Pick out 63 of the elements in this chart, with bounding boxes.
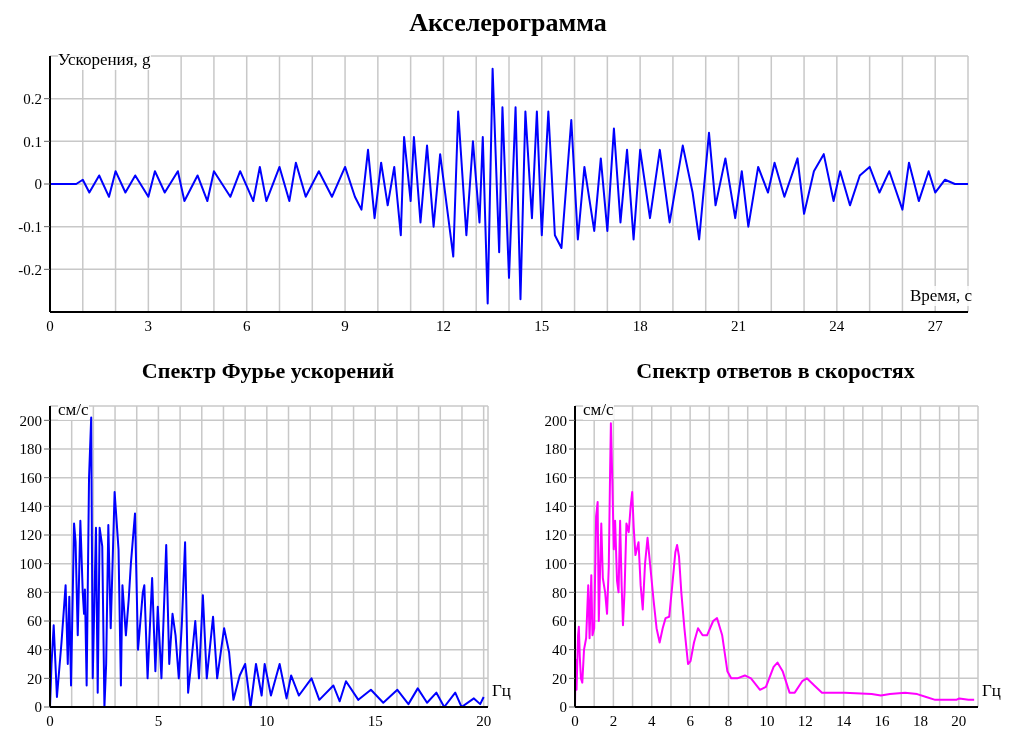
y-tick-label: 0.2 bbox=[23, 90, 42, 107]
x-tick-label: 16 bbox=[874, 712, 891, 729]
y-tick-label: 20 bbox=[552, 670, 567, 687]
x-tick-label: 4 bbox=[648, 712, 657, 729]
x-tick-label: 20 bbox=[951, 712, 967, 729]
y-tick-label: 60 bbox=[27, 613, 42, 630]
x-tick-label: 12 bbox=[435, 317, 451, 334]
y-tick-label: 40 bbox=[27, 641, 42, 658]
y-tick-label: 160 bbox=[544, 469, 567, 486]
x-tick-label: 8 bbox=[724, 712, 733, 729]
x-tick-label: 0 bbox=[46, 712, 54, 729]
y-tick-label: 40 bbox=[552, 641, 567, 658]
x-tick-label: 21 bbox=[731, 317, 746, 334]
x-axis-title: Время, с bbox=[909, 286, 972, 306]
x-tick-label: 6 bbox=[242, 317, 251, 334]
y-tick-label: -0.2 bbox=[18, 261, 42, 278]
y-axis-title: см/с bbox=[58, 400, 89, 420]
y-tick-label: 120 bbox=[544, 527, 567, 544]
x-tick-label: 12 bbox=[797, 712, 813, 729]
y-tick-label: -0.1 bbox=[18, 218, 42, 235]
y-tick-label: 100 bbox=[19, 555, 42, 572]
y-tick-label: 20 bbox=[27, 670, 42, 687]
y-tick-label: 0 bbox=[559, 699, 567, 716]
chart-title: Спектр ответов в скоростях bbox=[635, 358, 916, 385]
y-tick-label: 140 bbox=[544, 498, 567, 515]
x-axis-title: Гц bbox=[492, 681, 511, 701]
x-tick-label: 14 bbox=[836, 712, 852, 729]
x-tick-label: 0 bbox=[571, 712, 579, 729]
x-tick-label: 18 bbox=[632, 317, 648, 334]
y-tick-label: 120 bbox=[19, 527, 42, 544]
x-tick-label: 2 bbox=[609, 712, 618, 729]
y-tick-label: 0 bbox=[34, 176, 42, 193]
y-tick-label: 200 bbox=[544, 412, 567, 429]
y-tick-label: 140 bbox=[19, 498, 42, 515]
y-tick-label: 0.1 bbox=[23, 133, 42, 150]
x-tick-label: 0 bbox=[46, 317, 54, 334]
y-axis-title: см/с bbox=[583, 400, 614, 420]
x-tick-label: 5 bbox=[154, 712, 163, 729]
y-tick-label: 200 bbox=[19, 412, 42, 429]
x-tick-label: 27 bbox=[927, 317, 944, 334]
x-tick-label: 9 bbox=[341, 317, 349, 334]
x-tick-label: 10 bbox=[759, 712, 775, 729]
x-tick-label: 18 bbox=[912, 712, 928, 729]
x-tick-label: 6 bbox=[686, 712, 695, 729]
chart-title: Спектр Фурье ускорений bbox=[140, 358, 396, 385]
y-tick-label: 80 bbox=[27, 584, 42, 601]
y-axis-title: Ускорения, g bbox=[58, 50, 151, 70]
x-tick-label: 3 bbox=[144, 317, 153, 334]
x-tick-label: 20 bbox=[476, 712, 492, 729]
y-tick-label: 160 bbox=[19, 469, 42, 486]
x-tick-label: 24 bbox=[829, 317, 845, 334]
x-axis-title: Гц bbox=[982, 681, 1001, 701]
x-tick-label: 10 bbox=[259, 712, 275, 729]
y-tick-label: 60 bbox=[552, 613, 567, 630]
x-tick-label: 15 bbox=[367, 712, 383, 729]
line-series bbox=[50, 416, 485, 707]
chart-title: Акселерограмма bbox=[408, 8, 608, 39]
y-tick-label: 80 bbox=[552, 584, 567, 601]
y-tick-label: 0 bbox=[34, 699, 42, 716]
y-tick-label: 180 bbox=[544, 441, 567, 458]
y-tick-label: 100 bbox=[544, 555, 567, 572]
x-tick-label: 15 bbox=[534, 317, 550, 334]
y-tick-label: 180 bbox=[19, 441, 42, 458]
